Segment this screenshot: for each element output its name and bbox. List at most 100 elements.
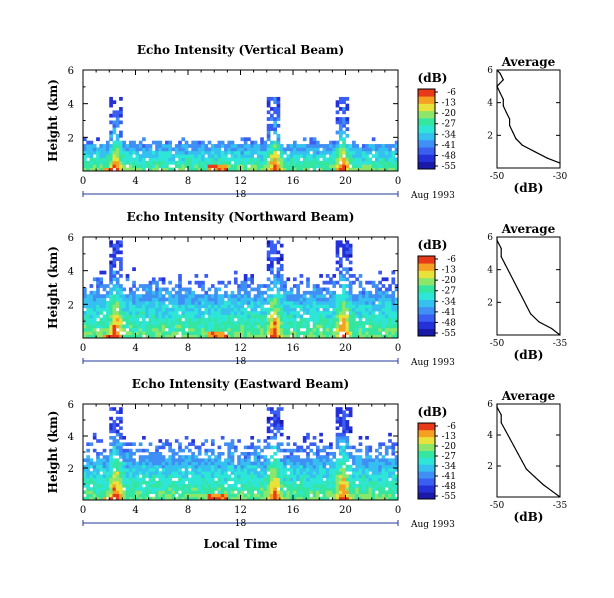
heatmap-cell	[86, 474, 90, 478]
heatmap-cell	[142, 157, 146, 162]
heatmap-cell	[188, 144, 192, 148]
heatmap-cell	[302, 468, 307, 472]
heatmap-cell	[165, 304, 169, 309]
heatmap-cell	[122, 496, 127, 501]
heatmap-cell	[276, 137, 281, 142]
heatmap-cell	[174, 461, 179, 466]
heatmap-cell	[286, 317, 291, 322]
heatmap-cell	[119, 243, 123, 248]
heatmap-cell	[371, 493, 376, 498]
heatmap-cell	[201, 471, 205, 475]
heatmap-cell	[335, 461, 340, 466]
heatmap-cell	[237, 477, 241, 482]
heatmap-cell	[345, 120, 350, 125]
heatmap-cell	[109, 300, 113, 305]
heatmap-cell	[217, 314, 222, 319]
heatmap-cell	[184, 144, 189, 148]
heatmap-cell	[145, 304, 150, 309]
heatmap-cell	[358, 487, 363, 491]
heatmap-cell	[312, 157, 317, 162]
heatmap-cell	[270, 167, 274, 172]
heatmap-cell	[204, 471, 209, 475]
heatmap-cell	[227, 157, 232, 162]
heatmap-cell	[217, 297, 222, 302]
colorbar-tick-label: -55	[442, 329, 457, 339]
heatmap-cell	[263, 307, 268, 312]
heatmap-cell	[358, 147, 363, 152]
heatmap-cell	[381, 493, 386, 498]
heatmap-cell	[312, 324, 317, 329]
heatmap-cell	[188, 327, 192, 332]
colorbar-tick-label: -48	[442, 151, 457, 161]
heatmap-cell	[256, 496, 261, 501]
heatmap-cell	[315, 147, 320, 152]
heatmap-cell	[293, 480, 297, 485]
heatmap-cell	[181, 461, 186, 466]
heatmap-cell	[338, 154, 343, 158]
heatmap-cell	[158, 297, 163, 302]
heatmap-cell	[368, 477, 373, 482]
heatmap-cell	[335, 103, 340, 108]
heatmap-cell	[237, 321, 241, 325]
heatmap-cell	[253, 334, 258, 339]
heatmap-cell	[210, 480, 215, 485]
heatmap-cell	[171, 468, 176, 472]
heatmap-cell	[338, 471, 343, 475]
heatmap-cell	[348, 243, 353, 248]
heatmap-cell	[266, 277, 271, 282]
heatmap-cell	[128, 157, 133, 162]
heatmap-cell	[233, 464, 238, 469]
heatmap-cell	[306, 496, 310, 501]
heatmap-cell	[296, 331, 300, 336]
heatmap-cell	[355, 147, 360, 152]
heatmap-cell	[132, 167, 136, 172]
heatmap-cell	[122, 464, 127, 469]
heatmap-cell	[217, 487, 222, 491]
heatmap-cell	[273, 436, 277, 440]
heatmap-cell	[210, 154, 215, 158]
heatmap-cell	[247, 167, 251, 172]
heatmap-cell	[365, 334, 369, 339]
heatmap-cell	[207, 464, 212, 469]
heatmap-cell	[266, 263, 271, 268]
heatmap-cell	[348, 445, 353, 450]
heatmap-cell	[161, 484, 166, 488]
heatmap-cell	[125, 496, 130, 501]
heatmap-cell	[194, 327, 199, 332]
heatmap-cell	[256, 304, 261, 309]
heatmap-cell	[214, 164, 218, 169]
heatmap-cell	[247, 484, 251, 488]
heatmap-cell	[201, 311, 205, 315]
heatmap-cell	[286, 304, 291, 309]
heatmap-cell	[112, 150, 117, 155]
heatmap-cell	[184, 324, 189, 329]
heatmap-cell	[276, 287, 281, 292]
heatmap-cell	[256, 484, 261, 488]
heatmap-cell	[233, 311, 238, 315]
colorbar-tick-label: -20	[442, 442, 457, 452]
heatmap-cell	[270, 250, 274, 255]
heatmap-cell	[233, 496, 238, 501]
heatmap-cell	[306, 307, 310, 312]
heatmap-cell	[335, 474, 340, 478]
heatmap-cell	[260, 167, 264, 172]
heatmap-cell	[279, 307, 284, 312]
heatmap-cell	[174, 311, 179, 315]
heatmap-cell	[201, 154, 205, 158]
heatmap-cell	[112, 144, 117, 148]
heatmap-cell	[105, 314, 110, 319]
heatmap-cell	[273, 107, 277, 111]
heatmap-cell	[332, 284, 337, 288]
heatmap-cell	[227, 464, 232, 469]
heatmap-cell	[165, 331, 169, 336]
heatmap-cell	[342, 445, 346, 450]
heatmap-cell	[309, 458, 314, 462]
heatmap-cell	[220, 474, 225, 478]
heatmap-cell	[194, 274, 199, 278]
colorbar-tick-label: -34	[442, 297, 457, 307]
heatmap-cell	[378, 452, 382, 456]
heatmap-cell	[325, 300, 330, 305]
heatmap-cell	[210, 493, 215, 498]
heatmap-cell	[342, 480, 346, 485]
heatmap-cell	[112, 471, 117, 475]
